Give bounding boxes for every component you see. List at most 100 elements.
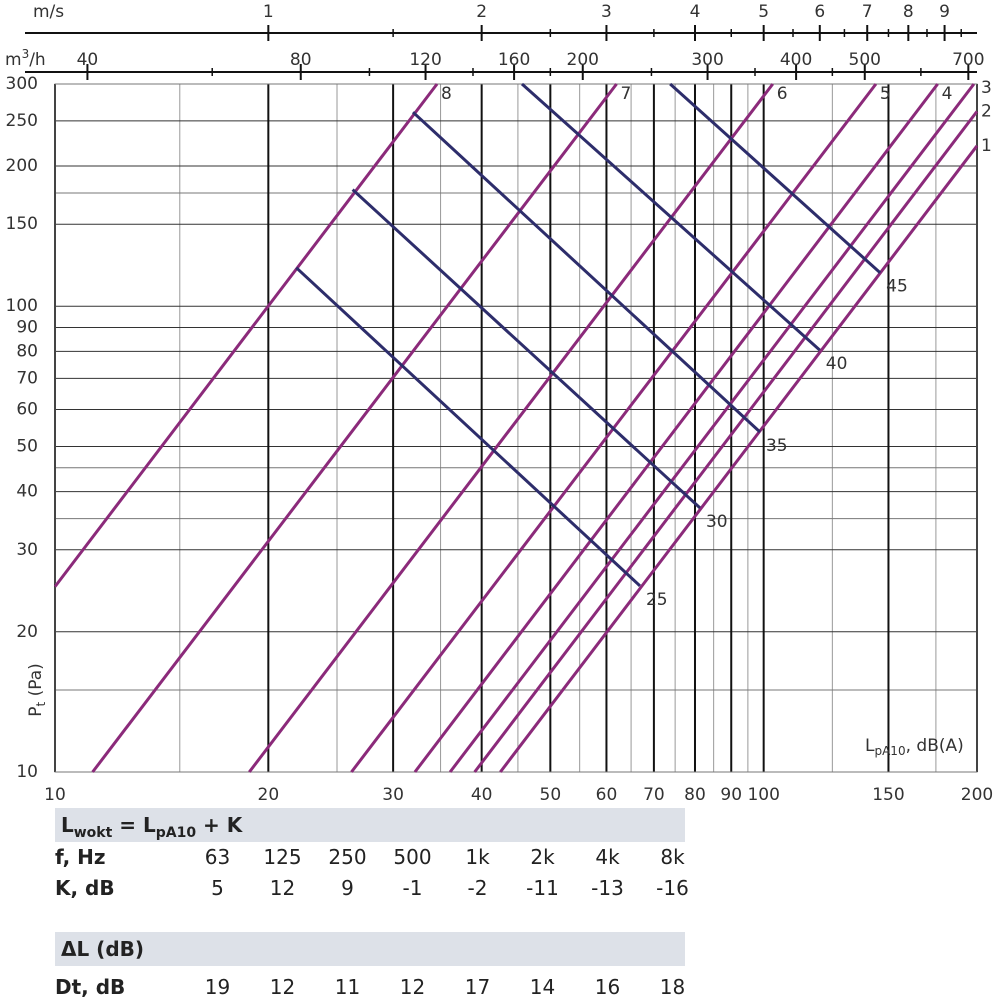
y-tick-label: 200 — [6, 156, 38, 176]
curve-label: 8 — [441, 84, 452, 104]
curve — [411, 111, 761, 434]
spacer — [55, 904, 685, 932]
x-tick-label: 100 — [747, 785, 779, 805]
top-tick-label: 160 — [498, 50, 530, 70]
top-tick-label: 700 — [952, 50, 984, 70]
text-part: , dB(A) — [906, 736, 964, 756]
table-cell: 63 — [204, 845, 231, 869]
top-tick-label: 8 — [903, 2, 914, 22]
table-row: Dt, dB 19 12 11 12 17 14 16 18 — [55, 972, 685, 1003]
text-part: /h — [29, 50, 46, 70]
text-part: wokt — [73, 825, 113, 841]
x-tick-label: 10 — [44, 785, 66, 805]
table-cell: 11 — [334, 975, 361, 999]
curve — [448, 83, 976, 773]
table-cell: 500 — [393, 845, 432, 869]
y-tick-label: 80 — [16, 341, 38, 361]
curve — [295, 266, 641, 587]
curve — [413, 83, 939, 773]
table-cell: 9 — [341, 876, 354, 900]
curve-label: 40 — [826, 354, 848, 374]
curve — [499, 144, 979, 773]
text-part: pA10 — [155, 825, 197, 841]
curve-label: 4 — [942, 84, 953, 104]
top-tick-label: 9 — [939, 2, 950, 22]
y-tick-label: 20 — [16, 622, 38, 642]
top-tick-label: 1 — [263, 2, 274, 22]
text-part: + K — [196, 813, 243, 837]
y-tick-label: 90 — [16, 318, 38, 338]
table-cell: 14 — [529, 975, 556, 999]
axis-title: m3/h — [5, 47, 46, 71]
curve-label: 1 — [981, 136, 992, 156]
x-tick-label: 90 — [720, 785, 742, 805]
table-cell: 16 — [594, 975, 621, 999]
table-cell: -13 — [591, 876, 624, 900]
table-cell: 4k — [595, 845, 620, 869]
y-axis-label: Pt (Pa) — [26, 663, 48, 717]
text-part: pA10 — [874, 744, 905, 758]
curve-label: 3 — [981, 78, 992, 98]
text-part: L — [865, 736, 875, 756]
y-tick-label: 60 — [16, 400, 38, 420]
x-tick-label: 20 — [258, 785, 280, 805]
annotation: LpA10, dB(A) — [865, 736, 964, 758]
text-part: P — [26, 707, 46, 717]
top-tick-label: 4 — [690, 2, 701, 22]
formula-band: Lwokt = LpA10 + K — [55, 808, 685, 842]
plot-frame — [54, 83, 978, 773]
table-row: f, Hz 63 125 250 500 1k 2k 4k 8k — [55, 842, 685, 873]
text-part: = L — [112, 813, 156, 837]
x-tick-label: 50 — [540, 785, 562, 805]
x-tick-label: 60 — [596, 785, 618, 805]
top-tick-label: 5 — [758, 2, 769, 22]
table-cell: f, Hz — [55, 845, 106, 869]
x-axis-label: dm3/s — [944, 807, 994, 809]
table-cell: -2 — [467, 876, 488, 900]
top-tick-label: 300 — [691, 50, 723, 70]
curve — [669, 82, 882, 274]
table-cell: 12 — [269, 975, 296, 999]
curve-label: 6 — [777, 84, 788, 104]
table-cell: 250 — [328, 845, 367, 869]
text-part: 3 — [22, 47, 30, 61]
table-row: K, dB 5 12 9 -1 -2 -11 -13 -16 — [55, 873, 689, 904]
curve-label: 25 — [646, 590, 668, 610]
curve — [91, 83, 618, 773]
x-tick-label: 80 — [684, 785, 706, 805]
table-cell: -16 — [656, 876, 689, 900]
table-cell: 8k — [660, 845, 685, 869]
y-tick-label: 10 — [16, 762, 38, 782]
table-cell: 17 — [464, 975, 491, 999]
top-tick-label: 7 — [862, 2, 873, 22]
y-tick-label: 250 — [6, 111, 38, 131]
axis-title: m/s — [33, 2, 64, 22]
curve-label: 5 — [880, 84, 891, 104]
curve — [53, 83, 439, 588]
y-tick-label: 100 — [6, 296, 38, 316]
y-tick-label: 150 — [6, 214, 38, 234]
y-tick-label: 70 — [16, 368, 38, 388]
y-tick-label: 300 — [6, 74, 38, 94]
top-tick-label: 2 — [476, 2, 487, 22]
table-cell: -1 — [402, 876, 423, 900]
x-tick-label: 70 — [643, 785, 665, 805]
curve-label: 30 — [706, 512, 728, 532]
table-cell: -11 — [526, 876, 559, 900]
table-cell: 5 — [211, 876, 224, 900]
top-tick-label: 3 — [601, 2, 612, 22]
text-part: t — [34, 702, 48, 707]
top-tick-label: 400 — [780, 50, 812, 70]
text-part: L — [61, 813, 74, 837]
top-tick-label: 6 — [814, 2, 825, 22]
x-tick-label: 30 — [382, 785, 404, 805]
top-tick-label: 80 — [290, 50, 312, 70]
curve — [473, 110, 979, 773]
table-cell: 12 — [399, 975, 426, 999]
top-tick-label: 40 — [77, 50, 99, 70]
text-part: m — [5, 50, 22, 70]
table-cell: 12 — [269, 876, 296, 900]
table-cell: Dt, dB — [55, 975, 126, 999]
y-tick-label: 30 — [16, 540, 38, 560]
